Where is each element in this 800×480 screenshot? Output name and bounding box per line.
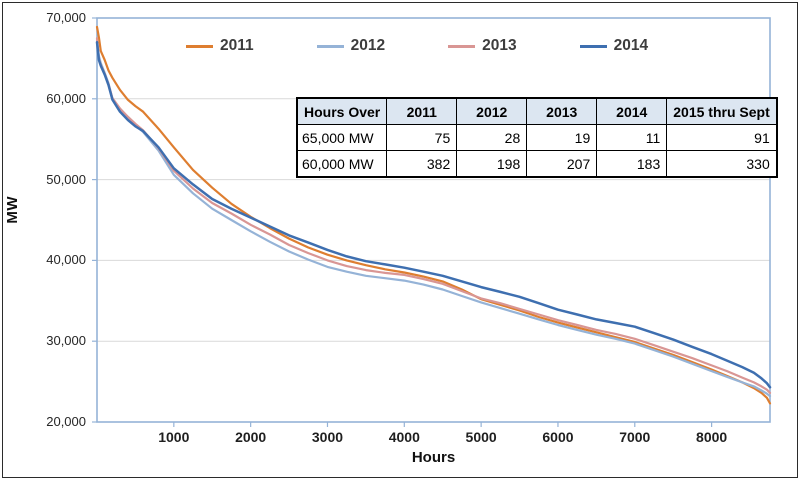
table-cell: 28 (456, 124, 528, 151)
legend-item-2012: 2012 (316, 37, 386, 55)
table-cell: 198 (456, 150, 528, 178)
table-header-cell: 2011 (386, 97, 458, 125)
table-cell: 330 (666, 150, 778, 178)
series-line-2013 (95, 37, 772, 394)
series-line-2012 (95, 38, 772, 398)
x-tick-label: 1000 (158, 429, 190, 445)
y-tick-label: 50,000 (46, 171, 86, 187)
x-tick-label: 5000 (465, 429, 497, 445)
table-header-cell: 2014 (596, 97, 668, 125)
legend-item-2014: 2014 (579, 37, 649, 55)
legend-line-swatch (186, 44, 213, 48)
series-line-2011 (95, 25, 772, 405)
table-header-cell: 2012 (456, 97, 528, 125)
series-line-2014 (95, 40, 772, 389)
table-header-cell: 2013 (526, 97, 598, 125)
legend-line-swatch (579, 44, 607, 48)
table-cell: 207 (526, 150, 598, 178)
y-tick-label: 40,000 (46, 252, 86, 268)
table-row: 60,000 MW 382 198 207 183 330 (296, 150, 778, 178)
table-header-cell: Hours Over (296, 97, 388, 125)
legend-line-swatch (448, 44, 476, 48)
table-cell: 75 (386, 124, 458, 151)
x-tick-label: 8000 (696, 429, 728, 445)
table-row-header: 65,000 MW (296, 124, 388, 151)
table-cell: 91 (666, 124, 778, 151)
table-header-cell: 2015 thru Sept (666, 97, 778, 125)
table-row-header: 60,000 MW (296, 150, 388, 178)
legend-item-2013: 2013 (448, 37, 517, 55)
table-row: 65,000 MW 75 28 19 11 91 (296, 124, 778, 151)
legend-item-2011: 2011 (186, 37, 254, 55)
y-tick-label: 20,000 (46, 414, 86, 429)
x-tick-label: 3000 (311, 429, 344, 445)
legend-line-swatch (316, 44, 344, 48)
legend-label: 2011 (220, 37, 254, 54)
chart-legend: 2011 2012 2013 2014 (186, 37, 648, 55)
table-header-row: Hours Over 2011 2012 2013 2014 2015 thru Sept (296, 97, 778, 125)
hours-over-table: Hours Over 2011 2012 2013 2014 2015 thru Sept… (296, 97, 778, 178)
x-tick-label: 6000 (542, 429, 574, 445)
x-tick-label: 7000 (619, 429, 651, 445)
table-cell: 19 (526, 124, 598, 151)
y-tick-label: 30,000 (46, 333, 86, 349)
x-axis-title: Hours (411, 449, 456, 466)
legend-label: 2014 (613, 37, 649, 54)
y-tick-label: 70,000 (46, 10, 86, 25)
y-tick-label: 60,000 (46, 90, 86, 106)
table-cell: 11 (596, 124, 668, 151)
table-cell: 382 (386, 150, 458, 178)
x-tick-label: 2000 (235, 429, 267, 445)
table-cell: 183 (596, 150, 668, 178)
y-axis-title: MW (4, 196, 21, 224)
plot-border (96, 17, 771, 423)
x-tick-label: 4000 (388, 429, 420, 445)
legend-label: 2013 (482, 37, 517, 54)
legend-label: 2012 (350, 37, 386, 54)
